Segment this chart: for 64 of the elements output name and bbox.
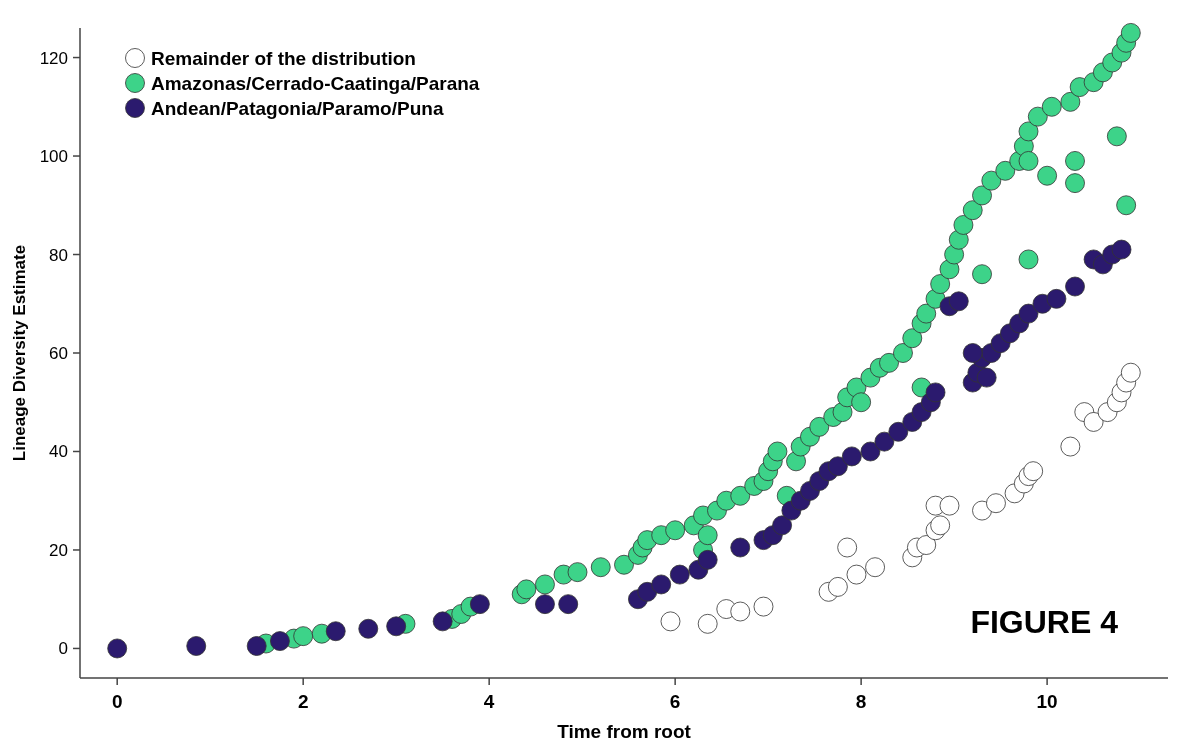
y-tick-label: 60: [49, 344, 68, 363]
x-tick-label: 8: [855, 691, 867, 712]
point: [730, 537, 751, 558]
legend-label: Amazonas/Cerrado-Caatinga/Parana: [151, 73, 480, 94]
point: [432, 611, 453, 632]
point: [535, 594, 555, 615]
x-axis-title: Time from root: [557, 721, 692, 742]
y-tick-label: 100: [39, 147, 68, 167]
point: [827, 456, 848, 477]
y-tick-label: 40: [49, 442, 68, 462]
point: [1023, 461, 1044, 482]
point: [186, 636, 207, 656]
point: [270, 631, 290, 651]
point: [753, 596, 774, 617]
point: [669, 564, 690, 585]
point: [246, 636, 267, 656]
point: [107, 638, 128, 659]
point: [846, 564, 867, 585]
point: [827, 577, 848, 597]
point: [874, 431, 895, 452]
x-tick-label: 0: [111, 691, 123, 712]
point: [865, 557, 885, 578]
point: [1111, 239, 1132, 260]
point: [916, 535, 937, 555]
point: [930, 515, 951, 536]
x-tick-label: 4: [483, 691, 495, 712]
y-tick-label: 20: [49, 540, 68, 560]
point: [730, 601, 751, 622]
point: [469, 594, 490, 615]
legend-label: Andean/Patagonia/Paramo/Puna: [151, 98, 444, 119]
x-tick-label: 2: [297, 691, 309, 712]
point: [939, 495, 960, 516]
y-tick-label: 80: [49, 245, 68, 265]
point: [1065, 276, 1085, 297]
y-tick-label: 120: [39, 48, 68, 68]
point: [925, 382, 946, 403]
point: [358, 618, 379, 639]
point: [651, 574, 672, 595]
point: [860, 441, 881, 462]
x-tick-label: 10: [1036, 691, 1058, 712]
point: [325, 621, 346, 642]
point: [1046, 288, 1067, 309]
point: [558, 594, 579, 615]
point: [1060, 436, 1081, 457]
point: [386, 616, 407, 637]
point: [837, 537, 858, 558]
point: [888, 421, 909, 442]
point: [962, 343, 983, 363]
point: [1120, 362, 1141, 383]
point: [772, 515, 792, 536]
y-tick-label: 0: [58, 639, 68, 659]
point: [986, 493, 1006, 514]
point: [697, 613, 718, 634]
point: [976, 367, 997, 388]
point: [697, 549, 718, 570]
point: [660, 611, 681, 632]
legend-label: Remainder of the distribution: [151, 48, 416, 69]
point: [1018, 303, 1039, 324]
point: [841, 446, 862, 467]
point: [948, 291, 969, 312]
point: [1083, 412, 1104, 432]
annotation: FIGURE 4: [970, 604, 1119, 640]
x-tick-label: 6: [669, 691, 681, 712]
y-axis-title: Lineage Diversity Estimate: [10, 244, 29, 462]
